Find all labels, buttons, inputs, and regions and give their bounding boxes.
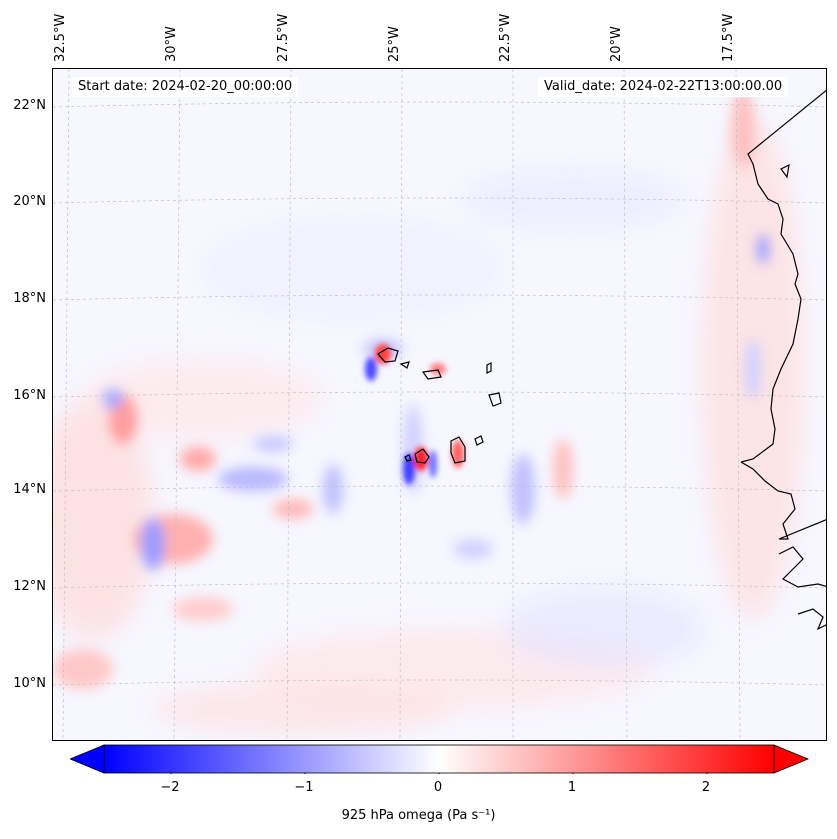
island-fogo (414, 448, 430, 464)
african-coastline-north (740, 89, 826, 463)
island-santo-antao (377, 347, 399, 363)
lon-label-22.5w: 22.5°W (498, 13, 513, 62)
colorbar (70, 744, 810, 774)
lon-label-17.5w: 17.5°W (721, 13, 736, 62)
colorbar-min-extend (70, 744, 105, 774)
strong-omega-cores (365, 344, 464, 485)
cape-verde-islands (377, 347, 502, 464)
lat-label-10n: 10°N (13, 676, 46, 691)
lat-label-20n: 20°N (13, 194, 46, 209)
colorbar-ticks (170, 773, 708, 774)
lat-label-18n: 18°N (13, 291, 46, 306)
coast-islet (780, 163, 790, 179)
lon-label-27.5w: 27.5°W (276, 13, 291, 62)
colorbar-gradient (103, 744, 775, 774)
african-coastline-senegal (740, 461, 826, 540)
map-panel (52, 68, 827, 741)
lat-label-22n: 22°N (13, 98, 46, 113)
island-sao-nicolau (421, 369, 442, 380)
colorbar-max-extend (773, 744, 810, 774)
lat-label-14n: 14°N (13, 482, 46, 497)
island-boa-vista (488, 392, 502, 407)
african-coastline-guinea (797, 608, 826, 631)
colorbar-tick-label: 1 (567, 780, 577, 795)
african-coastline-gambia (778, 546, 826, 588)
valid-date-label: Valid_date: 2024-02-22T13:00:00.00 (538, 77, 789, 97)
island-brava (404, 454, 412, 462)
island-santiago (450, 436, 466, 464)
omega-field-map (53, 69, 826, 740)
island-maio (474, 435, 484, 446)
coastlines (740, 89, 826, 631)
gridlines (53, 69, 826, 740)
start-date-label: Start date: 2024-02-20_00:00:00 (72, 77, 299, 97)
lon-label-30w: 30°W (164, 26, 179, 62)
colorbar-tick-label: −2 (160, 780, 180, 795)
colorbar-tick-label: −1 (294, 780, 314, 795)
colorbar-label: 925 hPa omega (Pa s⁻¹) (341, 808, 496, 823)
island-sal (486, 362, 492, 374)
lon-label-32.5w: 32.5°W (53, 13, 68, 62)
broad-omega-patches (53, 119, 803, 734)
colorbar-tick-label: 2 (701, 780, 711, 795)
lat-label-16n: 16°N (13, 388, 46, 403)
island-sao-vicente (399, 361, 410, 369)
colorbar-tick-label: 0 (433, 780, 443, 795)
mid-omega-patches (53, 89, 769, 689)
lon-label-25w: 25°W (387, 26, 402, 62)
lon-label-20w: 20°W (609, 26, 624, 62)
lat-label-12n: 12°N (13, 579, 46, 594)
